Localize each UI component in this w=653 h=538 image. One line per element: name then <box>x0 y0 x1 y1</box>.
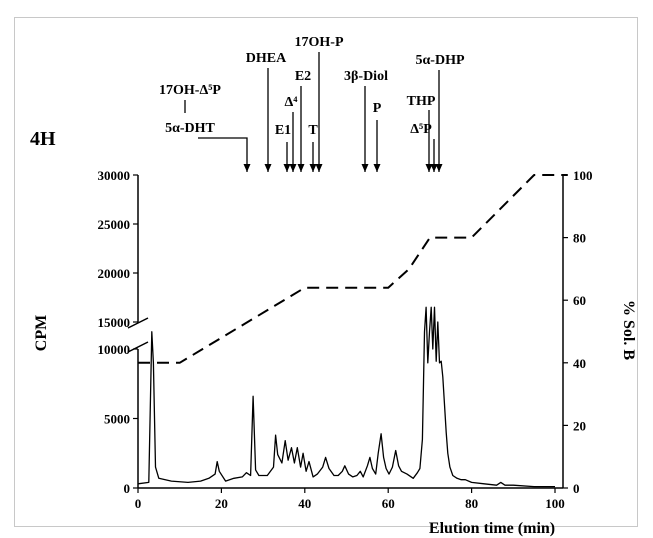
arrowhead-icon <box>425 164 433 172</box>
arrowhead-icon <box>435 164 443 172</box>
annotation-arrow <box>198 137 248 172</box>
left-tick-label: 15000 <box>98 315 131 330</box>
arrowhead-icon <box>243 164 251 172</box>
arrowhead-icon <box>315 164 323 172</box>
left-tick-label: 30000 <box>98 168 131 183</box>
x-tick-label: 60 <box>382 496 395 511</box>
peak-annotation-label: E2 <box>295 69 311 84</box>
x-axis-title: Elution time (min) <box>429 520 555 537</box>
right-axis-title: % Sol. B <box>620 300 637 360</box>
left-tick-label: 10000 <box>98 342 131 357</box>
peak-annotation-label: P <box>373 101 382 116</box>
arrowhead-icon <box>373 164 381 172</box>
x-tick-label: 40 <box>298 496 311 511</box>
radioactivity-trace <box>137 306 555 488</box>
peak-annotation-label: 17OH-Δ⁵P <box>159 83 221 98</box>
peak-annotation-label: Δ⁵P <box>410 122 432 137</box>
left-tick-label: 5000 <box>104 412 130 427</box>
x-tick-label: 20 <box>215 496 228 511</box>
peak-annotation-label: THP <box>407 94 436 109</box>
left-tick-label: 20000 <box>98 266 131 281</box>
peak-annotation-label: 3β-Diol <box>344 69 388 84</box>
arrowhead-icon <box>264 164 272 172</box>
right-tick-label: 20 <box>573 418 586 433</box>
arrowhead-icon <box>289 164 297 172</box>
axis-break-mark-2 <box>127 341 149 353</box>
x-tick-label: 0 <box>135 496 142 511</box>
arrowhead-icon <box>283 164 291 172</box>
right-tick-label: 40 <box>573 356 586 371</box>
peak-annotation-label: DHEA <box>246 51 287 66</box>
peak-annotation-label: E1 <box>275 123 291 138</box>
peak-annotation-label: 5α-DHP <box>415 53 464 68</box>
axis-break-mark-1 <box>127 317 149 329</box>
right-tick-label: 0 <box>573 481 580 496</box>
peak-annotation-label: 5α-DHT <box>165 121 215 136</box>
right-tick-label: 100 <box>573 168 593 183</box>
arrowhead-icon <box>309 164 317 172</box>
x-tick-label: 100 <box>545 496 565 511</box>
x-tick-label: 80 <box>465 496 478 511</box>
figure-frame <box>14 17 638 527</box>
peak-annotation-label: Δ⁴ <box>285 95 299 110</box>
gradient-line <box>138 174 568 364</box>
arrowhead-icon <box>361 164 369 172</box>
right-tick-label: 80 <box>573 231 586 246</box>
left-tick-label: 25000 <box>98 217 131 232</box>
arrowhead-icon <box>430 164 438 172</box>
peak-annotation-label: 17OH-P <box>295 35 344 50</box>
left-axis-title: CPM <box>33 315 50 351</box>
arrowhead-icon <box>297 164 305 172</box>
panel-label: 4H <box>30 128 56 150</box>
left-tick-label: 0 <box>124 481 131 496</box>
right-tick-label: 60 <box>573 293 586 308</box>
peak-annotation-label: T <box>308 123 318 138</box>
